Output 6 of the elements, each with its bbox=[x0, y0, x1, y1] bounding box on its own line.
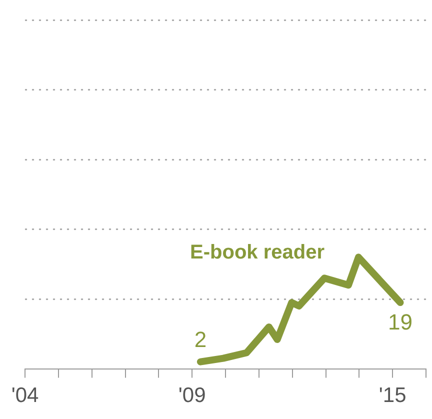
x-tick-label: '15 bbox=[378, 384, 406, 408]
series-label: E-book reader bbox=[190, 242, 325, 264]
data-label: 19 bbox=[388, 310, 413, 335]
x-tick-label: '04 bbox=[11, 384, 39, 408]
data-label: 2 bbox=[194, 326, 207, 352]
x-tick-label: '09 bbox=[178, 384, 206, 408]
